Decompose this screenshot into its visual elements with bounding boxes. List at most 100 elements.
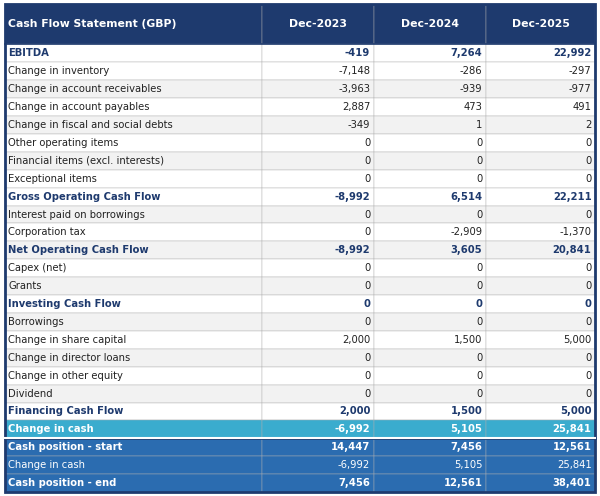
Bar xyxy=(5,116,262,134)
Bar xyxy=(262,224,374,242)
Text: 12,561: 12,561 xyxy=(553,442,592,452)
Text: 0: 0 xyxy=(476,209,482,220)
Text: Interest paid on borrowings: Interest paid on borrowings xyxy=(8,209,145,220)
Text: 1,500: 1,500 xyxy=(451,407,482,417)
Bar xyxy=(262,331,374,349)
Bar xyxy=(5,98,262,116)
Text: -8,992: -8,992 xyxy=(335,246,370,255)
Bar xyxy=(5,313,262,331)
Text: Financing Cash Flow: Financing Cash Flow xyxy=(8,407,124,417)
Bar xyxy=(486,367,595,384)
Bar xyxy=(374,62,486,80)
Text: 0: 0 xyxy=(586,156,592,166)
Bar xyxy=(374,474,486,492)
Bar xyxy=(262,456,374,474)
Bar xyxy=(486,421,595,438)
Text: Change in account payables: Change in account payables xyxy=(8,102,150,112)
Text: Change in director loans: Change in director loans xyxy=(8,353,131,363)
Bar xyxy=(262,152,374,170)
Text: Change in other equity: Change in other equity xyxy=(8,371,123,380)
Bar xyxy=(374,456,486,474)
Bar xyxy=(486,62,595,80)
Bar xyxy=(262,134,374,152)
Bar xyxy=(486,349,595,367)
Text: Financial items (excl. interests): Financial items (excl. interests) xyxy=(8,156,164,166)
Bar xyxy=(262,116,374,134)
Text: -349: -349 xyxy=(348,120,370,130)
Text: -6,992: -6,992 xyxy=(338,460,370,470)
Bar xyxy=(262,403,374,421)
Text: 2: 2 xyxy=(585,120,592,130)
Text: Change in cash: Change in cash xyxy=(8,425,94,434)
Text: 5,105: 5,105 xyxy=(454,460,482,470)
Text: 7,456: 7,456 xyxy=(338,478,370,488)
Bar xyxy=(374,421,486,438)
Bar xyxy=(374,403,486,421)
Bar xyxy=(374,295,486,313)
Text: 0: 0 xyxy=(476,371,482,380)
Bar xyxy=(5,277,262,295)
Bar xyxy=(5,349,262,367)
Text: 2,000: 2,000 xyxy=(339,407,370,417)
Bar xyxy=(374,242,486,259)
Bar xyxy=(5,242,262,259)
Bar xyxy=(374,45,486,62)
Text: -2,909: -2,909 xyxy=(450,228,482,238)
Bar xyxy=(486,295,595,313)
Text: -1,370: -1,370 xyxy=(560,228,592,238)
Text: 2,887: 2,887 xyxy=(342,102,370,112)
Text: 0: 0 xyxy=(586,371,592,380)
Bar xyxy=(5,170,262,187)
Bar xyxy=(486,474,595,492)
Text: Gross Operating Cash Flow: Gross Operating Cash Flow xyxy=(8,191,161,202)
Bar xyxy=(486,384,595,403)
Bar xyxy=(262,62,374,80)
Bar xyxy=(486,277,595,295)
Text: 0: 0 xyxy=(364,156,370,166)
Text: 0: 0 xyxy=(476,138,482,148)
Text: 0: 0 xyxy=(364,174,370,184)
Bar xyxy=(262,80,374,98)
Text: 491: 491 xyxy=(572,102,592,112)
Bar xyxy=(5,80,262,98)
Text: 0: 0 xyxy=(476,174,482,184)
Bar xyxy=(262,384,374,403)
Bar xyxy=(5,224,262,242)
Bar xyxy=(262,313,374,331)
Bar xyxy=(374,349,486,367)
Text: Dec-2023: Dec-2023 xyxy=(289,19,347,29)
Text: 0: 0 xyxy=(586,317,592,327)
Bar xyxy=(262,259,374,277)
Text: 0: 0 xyxy=(476,281,482,291)
Bar xyxy=(5,295,262,313)
Text: 0: 0 xyxy=(364,209,370,220)
Bar xyxy=(262,206,374,224)
Text: -286: -286 xyxy=(460,66,482,76)
Text: 0: 0 xyxy=(364,371,370,380)
Text: 0: 0 xyxy=(586,138,592,148)
Bar xyxy=(374,152,486,170)
Text: -939: -939 xyxy=(460,84,482,94)
Text: 0: 0 xyxy=(364,317,370,327)
Text: 2,000: 2,000 xyxy=(342,335,370,345)
Bar xyxy=(5,152,262,170)
Text: 0: 0 xyxy=(364,281,370,291)
Bar xyxy=(486,224,595,242)
Text: 0: 0 xyxy=(476,388,482,399)
Text: Cash Flow Statement (GBP): Cash Flow Statement (GBP) xyxy=(8,19,177,29)
Text: 0: 0 xyxy=(586,388,592,399)
Bar xyxy=(374,438,486,456)
Bar xyxy=(5,331,262,349)
Bar xyxy=(5,187,262,206)
Bar xyxy=(486,456,595,474)
Text: Borrowings: Borrowings xyxy=(8,317,64,327)
Bar xyxy=(262,367,374,384)
Bar xyxy=(374,367,486,384)
Text: 0: 0 xyxy=(476,317,482,327)
Text: 0: 0 xyxy=(476,156,482,166)
Text: 1,500: 1,500 xyxy=(454,335,482,345)
Text: 5,000: 5,000 xyxy=(560,407,592,417)
Bar xyxy=(5,4,262,45)
Bar xyxy=(262,349,374,367)
Bar xyxy=(374,134,486,152)
